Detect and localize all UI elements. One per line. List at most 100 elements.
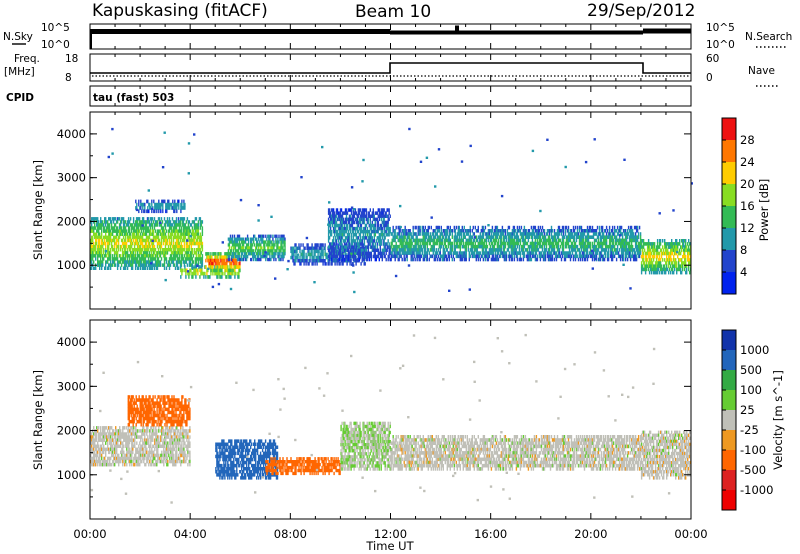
power-cell — [167, 229, 170, 233]
power-cell — [439, 244, 441, 249]
power-cell — [483, 238, 486, 243]
power-cell — [465, 238, 467, 243]
power-cell — [562, 229, 565, 233]
power-cell — [100, 220, 102, 224]
power-cell — [105, 251, 107, 255]
power-cell — [540, 251, 543, 255]
power-cell — [176, 229, 179, 233]
power-cell — [375, 254, 377, 259]
power-cell — [144, 241, 147, 246]
power-cell — [208, 261, 210, 266]
power-cell — [326, 255, 328, 260]
power-cell — [344, 254, 347, 259]
power-cell — [602, 235, 605, 239]
nsky-trace — [90, 25, 691, 49]
power-cell — [184, 268, 186, 273]
power-cell — [411, 235, 413, 239]
power-cell — [188, 226, 191, 230]
power-cell — [324, 252, 326, 257]
power-cell — [138, 251, 141, 255]
power-cell — [282, 234, 284, 238]
power-cell — [242, 240, 245, 244]
power-cell — [279, 252, 281, 256]
power-cell — [190, 268, 192, 273]
power-cell — [434, 229, 436, 233]
power-cell — [361, 254, 364, 259]
power-cell — [633, 238, 636, 243]
power-cell — [333, 233, 336, 237]
power-cell — [236, 243, 239, 247]
power-cell — [343, 223, 346, 228]
power-cell — [158, 244, 161, 249]
power-cell — [167, 248, 170, 252]
power-cell — [376, 211, 378, 215]
power-cell — [577, 248, 580, 252]
power-cell — [338, 233, 341, 237]
power-cell — [550, 235, 553, 239]
power-cell — [176, 232, 179, 236]
power-cell — [582, 241, 585, 246]
power-cell — [468, 229, 470, 233]
power-cell — [495, 225, 498, 230]
power-cell — [496, 257, 499, 262]
power-cell — [96, 229, 98, 233]
power-cell — [452, 254, 454, 259]
power-cell — [424, 248, 426, 252]
power-cell — [567, 225, 570, 230]
power-cell — [625, 244, 628, 249]
power-cell — [630, 248, 633, 252]
power-cell — [383, 220, 385, 225]
power-cell — [376, 245, 378, 249]
power-cell — [239, 237, 242, 241]
power-cell — [135, 226, 138, 230]
power-cell — [469, 235, 471, 239]
power-cell — [412, 251, 414, 255]
power-cell — [100, 254, 102, 258]
power-cell — [486, 251, 489, 255]
power-cell — [344, 248, 347, 252]
power-cell — [617, 241, 620, 246]
power-cell — [281, 246, 283, 250]
power-cell — [307, 246, 309, 250]
power-cell — [152, 248, 155, 252]
power-cell — [503, 229, 506, 233]
power-cell — [356, 214, 359, 218]
power-cell — [106, 229, 108, 233]
power-cell — [575, 254, 578, 259]
power-cell — [140, 229, 143, 233]
power-cell — [108, 217, 110, 221]
power-cell — [594, 229, 597, 233]
power-cell — [631, 251, 634, 255]
power-cell — [574, 251, 577, 255]
power-cell — [599, 257, 602, 262]
power-cell — [162, 199, 164, 204]
power-cell — [417, 254, 419, 259]
power-cell — [527, 257, 530, 262]
power-cell — [603, 241, 606, 246]
power-cell — [609, 244, 612, 249]
power-cell — [124, 257, 127, 261]
power-cell — [232, 246, 235, 250]
power-cell — [95, 266, 97, 270]
power-cell — [442, 257, 444, 262]
power-cell — [541, 225, 544, 230]
power-cell — [465, 232, 467, 236]
power-cell — [188, 235, 191, 240]
power-cell — [170, 235, 173, 240]
power-cell — [206, 268, 208, 273]
power-cell — [418, 257, 420, 262]
power-cell — [149, 257, 152, 261]
power-cell — [578, 235, 581, 239]
power-cell — [482, 241, 485, 246]
power-cell — [347, 251, 350, 256]
power-cell — [437, 229, 439, 233]
power-cell — [464, 241, 466, 246]
power-cell — [312, 259, 314, 263]
power-cell — [152, 257, 155, 261]
power-cell — [432, 235, 434, 239]
power-cell — [155, 223, 158, 227]
power-cell — [387, 233, 389, 237]
power-cell — [218, 261, 220, 266]
power-cell — [607, 254, 610, 259]
power-cell — [355, 248, 358, 252]
